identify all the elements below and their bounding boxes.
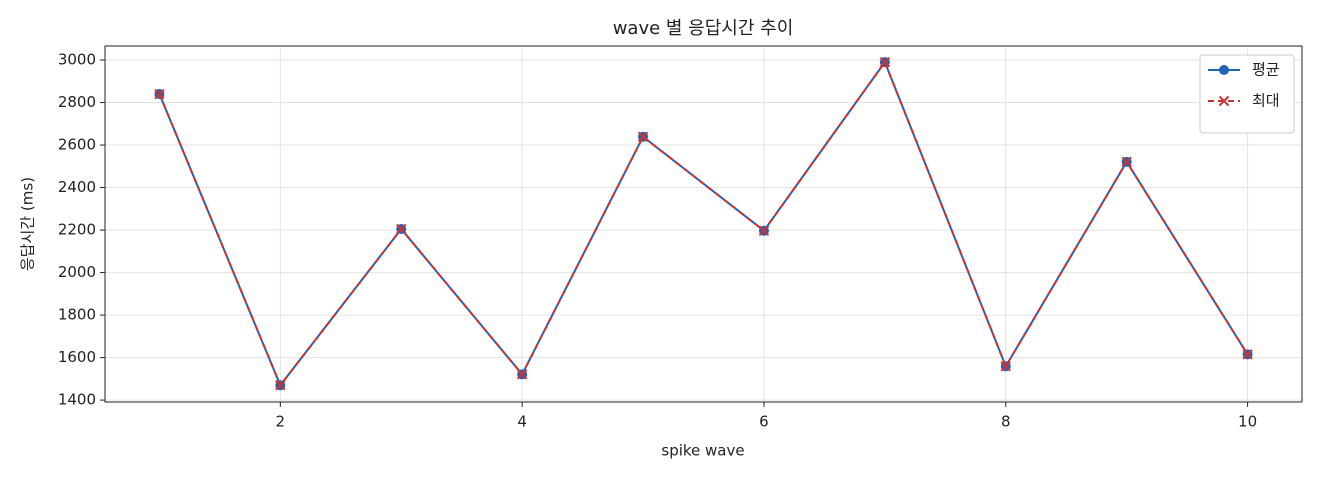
y-tick-label: 2400 — [58, 178, 96, 196]
y-tick-label: 1800 — [58, 306, 96, 324]
legend-marker — [1219, 65, 1229, 75]
x-tick-label: 6 — [759, 413, 769, 431]
point — [516, 369, 528, 380]
plot-frame — [104, 45, 1303, 403]
y-tick-label: 1400 — [58, 391, 96, 409]
legend-marker — [1218, 95, 1230, 107]
point — [1121, 156, 1132, 168]
point — [879, 56, 891, 68]
x-tick-label: 10 — [1238, 413, 1257, 431]
y-tick-label: 2800 — [58, 93, 96, 111]
point — [275, 380, 286, 391]
point — [1242, 349, 1253, 360]
y-tick-label: 2000 — [58, 263, 96, 281]
point — [637, 131, 649, 142]
series-line — [158, 60, 1249, 388]
legend-label: 최대 — [1252, 92, 1280, 110]
point — [1000, 361, 1011, 372]
x-tick-label: 8 — [1001, 413, 1011, 431]
legend-box — [1199, 54, 1295, 134]
y-tick-label: 2600 — [58, 136, 96, 154]
y-axis-label: 응답시간 (ms) — [19, 177, 37, 271]
point — [758, 225, 770, 236]
chart-title: wave 별 응답시간 추이 — [613, 18, 794, 39]
legend-label: 평균 — [1252, 61, 1280, 79]
x-tick-label: 4 — [517, 413, 527, 431]
series-line — [158, 60, 1249, 388]
y-tick-label: 1600 — [58, 348, 96, 366]
y-tick-label: 2200 — [58, 221, 96, 239]
point — [154, 88, 165, 100]
y-tick-label: 3000 — [58, 51, 96, 69]
point — [396, 223, 407, 235]
x-axis-label: spike wave — [661, 442, 744, 460]
x-tick-label: 2 — [276, 413, 286, 431]
